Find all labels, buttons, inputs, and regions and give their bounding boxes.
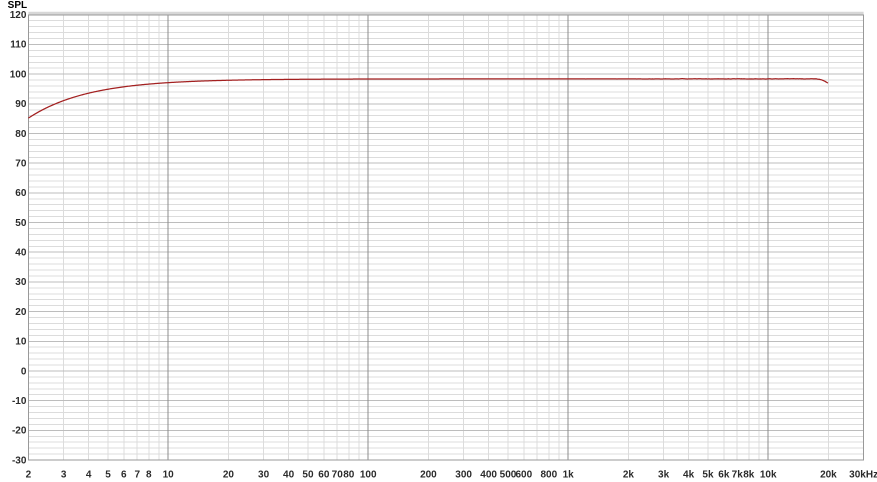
svg-text:80: 80 <box>343 469 355 480</box>
svg-text:90: 90 <box>15 99 27 110</box>
svg-text:20: 20 <box>223 469 235 480</box>
svg-text:30kHz: 30kHz <box>849 469 877 480</box>
svg-text:4k: 4k <box>683 469 695 480</box>
svg-text:2: 2 <box>26 469 32 480</box>
svg-text:-30: -30 <box>12 455 27 466</box>
svg-text:40: 40 <box>283 469 295 480</box>
svg-text:50: 50 <box>15 218 27 229</box>
svg-text:SPL: SPL <box>8 0 27 11</box>
svg-text:8k: 8k <box>743 469 755 480</box>
svg-text:40: 40 <box>15 248 27 259</box>
svg-text:3: 3 <box>61 469 67 480</box>
svg-text:60: 60 <box>318 469 330 480</box>
svg-text:0: 0 <box>21 366 27 377</box>
svg-text:20k: 20k <box>820 469 837 480</box>
svg-text:7: 7 <box>134 469 140 480</box>
svg-text:30: 30 <box>15 277 27 288</box>
svg-text:7k: 7k <box>732 469 744 480</box>
svg-text:70: 70 <box>332 469 344 480</box>
svg-text:60: 60 <box>15 188 27 199</box>
svg-text:5: 5 <box>105 469 111 480</box>
svg-text:4: 4 <box>86 469 92 480</box>
svg-text:800: 800 <box>540 469 557 480</box>
svg-text:5k: 5k <box>702 469 714 480</box>
svg-text:-20: -20 <box>12 426 27 437</box>
svg-text:100: 100 <box>360 469 377 480</box>
svg-text:100: 100 <box>10 69 27 80</box>
svg-text:6: 6 <box>121 469 127 480</box>
svg-text:20: 20 <box>15 307 27 318</box>
svg-text:8: 8 <box>146 469 152 480</box>
svg-text:10: 10 <box>15 337 27 348</box>
svg-text:120: 120 <box>10 10 27 21</box>
svg-text:200: 200 <box>420 469 437 480</box>
svg-text:400: 400 <box>480 469 497 480</box>
svg-text:50: 50 <box>302 469 314 480</box>
svg-text:10k: 10k <box>760 469 777 480</box>
svg-text:600: 600 <box>515 469 532 480</box>
svg-text:30: 30 <box>258 469 270 480</box>
svg-text:2k: 2k <box>623 469 635 480</box>
svg-text:500: 500 <box>500 469 517 480</box>
svg-text:10: 10 <box>163 469 175 480</box>
svg-text:110: 110 <box>10 40 27 51</box>
svg-text:-10: -10 <box>12 396 27 407</box>
svg-text:300: 300 <box>455 469 472 480</box>
svg-text:80: 80 <box>15 129 27 140</box>
svg-text:70: 70 <box>15 158 27 169</box>
svg-text:1k: 1k <box>563 469 575 480</box>
svg-text:6k: 6k <box>718 469 730 480</box>
svg-text:3k: 3k <box>658 469 670 480</box>
